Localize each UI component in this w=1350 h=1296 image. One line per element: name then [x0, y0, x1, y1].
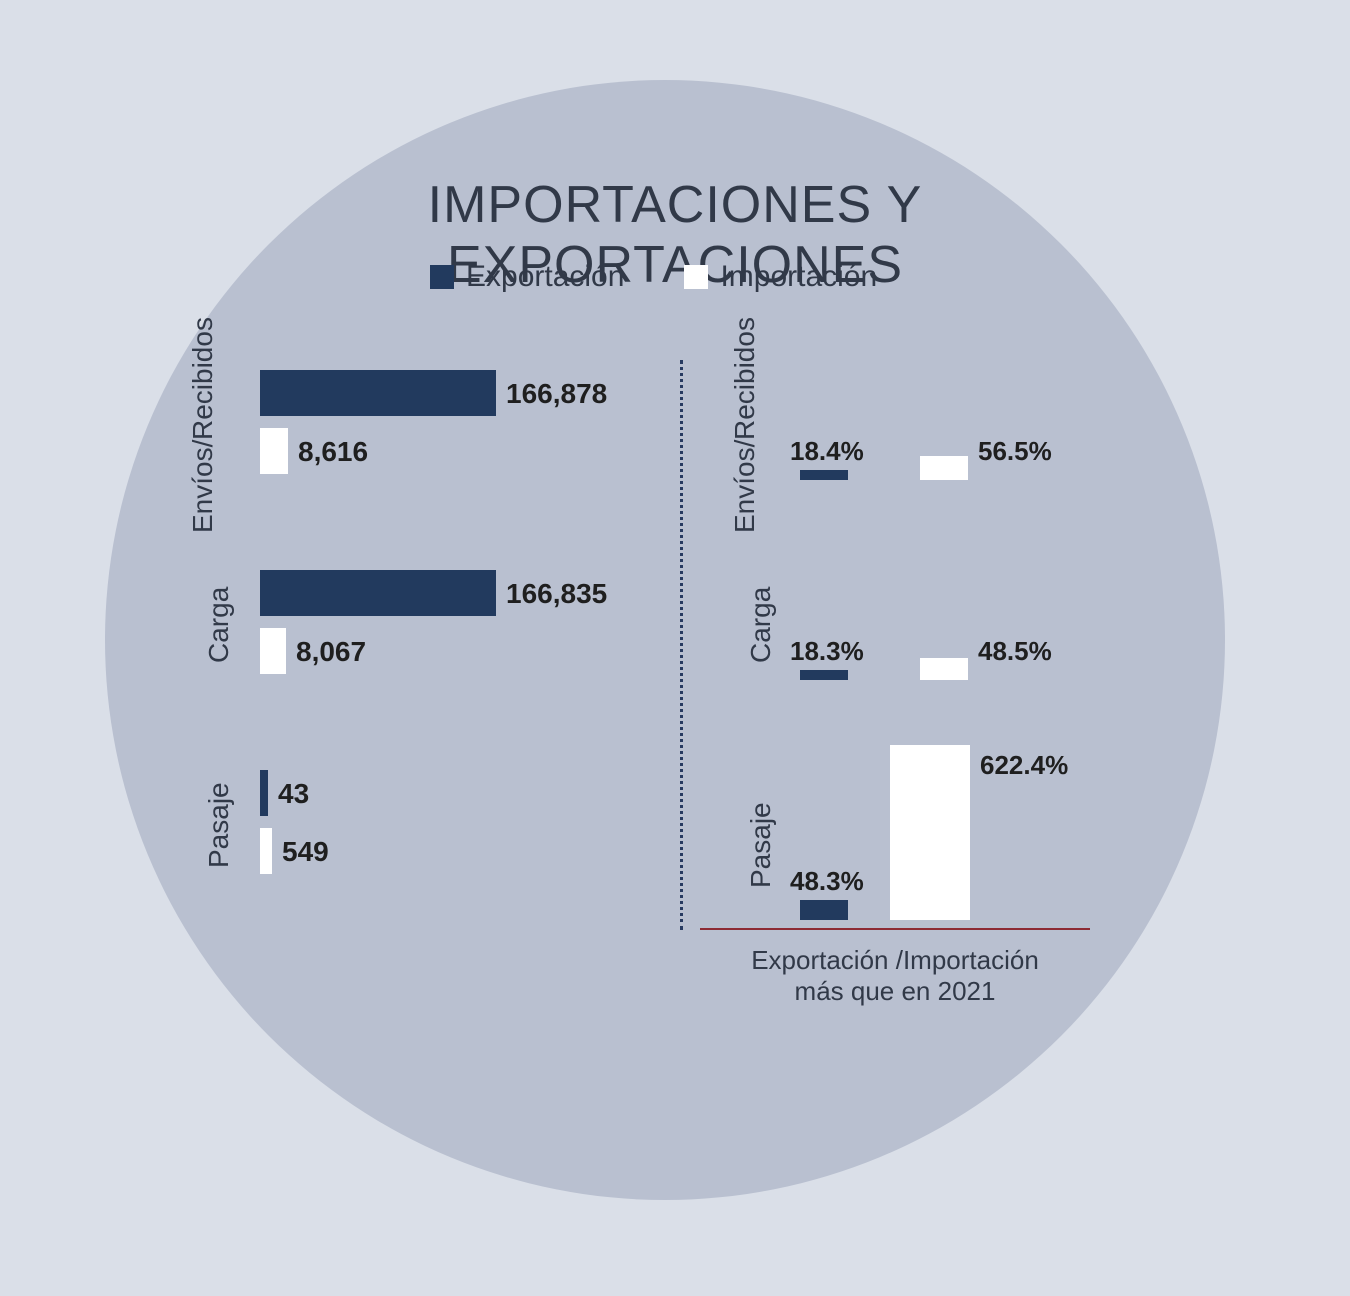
left-label-import-2: 549 [282, 836, 329, 868]
left-cat-envios: Envíos/ Recibidos [168, 360, 238, 490]
right-label-export-2: 48.3% [790, 866, 864, 897]
left-cat-envios-line2: Recibidos [187, 317, 219, 440]
right-bar-import-0 [920, 456, 968, 480]
left-bar-export-2 [260, 770, 268, 816]
right-bar-export-1 [800, 670, 848, 680]
right-label-import-1: 48.5% [978, 636, 1052, 667]
legend-swatch-import [684, 265, 708, 289]
left-cat-pasaje: Pasaje [200, 760, 238, 890]
right-cat-envios-line1: Envíos/ [729, 440, 761, 533]
left-bar-export-1 [260, 570, 496, 616]
left-cat-carga: Carga [200, 560, 238, 690]
right-label-import-2: 622.4% [980, 750, 1068, 781]
right-label-import-0: 56.5% [978, 436, 1052, 467]
right-subtitle: Exportación /Importación más que en 2021 [700, 945, 1090, 1007]
left-bar-import-1 [260, 628, 286, 674]
right-subtitle-line2: más que en 2021 [700, 976, 1090, 1007]
legend: Exportación Importación [430, 260, 877, 294]
right-cat-carga-line: Carga [745, 587, 777, 663]
legend-label-import: Importación [720, 260, 877, 294]
right-label-export-0: 18.4% [790, 436, 864, 467]
right-baseline [700, 928, 1090, 930]
right-label-export-1: 18.3% [790, 636, 864, 667]
legend-item-import: Importación [684, 260, 877, 294]
left-label-import-0: 8,616 [298, 436, 368, 468]
left-bar-import-2 [260, 828, 272, 874]
right-cat-pasaje: Pasaje [742, 770, 780, 920]
center-divider [680, 360, 683, 930]
right-subtitle-line1: Exportación /Importación [700, 945, 1090, 976]
legend-label-export: Exportación [466, 260, 624, 294]
left-cat-carga-line: Carga [203, 587, 235, 663]
right-bar-import-1 [920, 658, 968, 680]
right-cat-pasaje-line: Pasaje [745, 802, 777, 888]
left-cat-envios-line1: Envíos/ [187, 440, 219, 533]
right-bar-export-2 [800, 900, 848, 920]
right-cat-carga: Carga [742, 560, 780, 690]
right-cat-envios-line2: Recibidos [729, 317, 761, 440]
left-label-export-1: 166,835 [506, 578, 607, 610]
left-bar-import-0 [260, 428, 288, 474]
legend-swatch-export [430, 265, 454, 289]
right-bar-import-2 [890, 745, 970, 920]
left-label-export-0: 166,878 [506, 378, 607, 410]
right-cat-envios: Envíos/ Recibidos [710, 360, 780, 490]
right-bar-export-0 [800, 470, 848, 480]
left-cat-pasaje-line: Pasaje [203, 782, 235, 868]
legend-item-export: Exportación [430, 260, 624, 294]
left-label-export-2: 43 [278, 778, 309, 810]
left-label-import-1: 8,067 [296, 636, 366, 668]
left-bar-export-0 [260, 370, 496, 416]
